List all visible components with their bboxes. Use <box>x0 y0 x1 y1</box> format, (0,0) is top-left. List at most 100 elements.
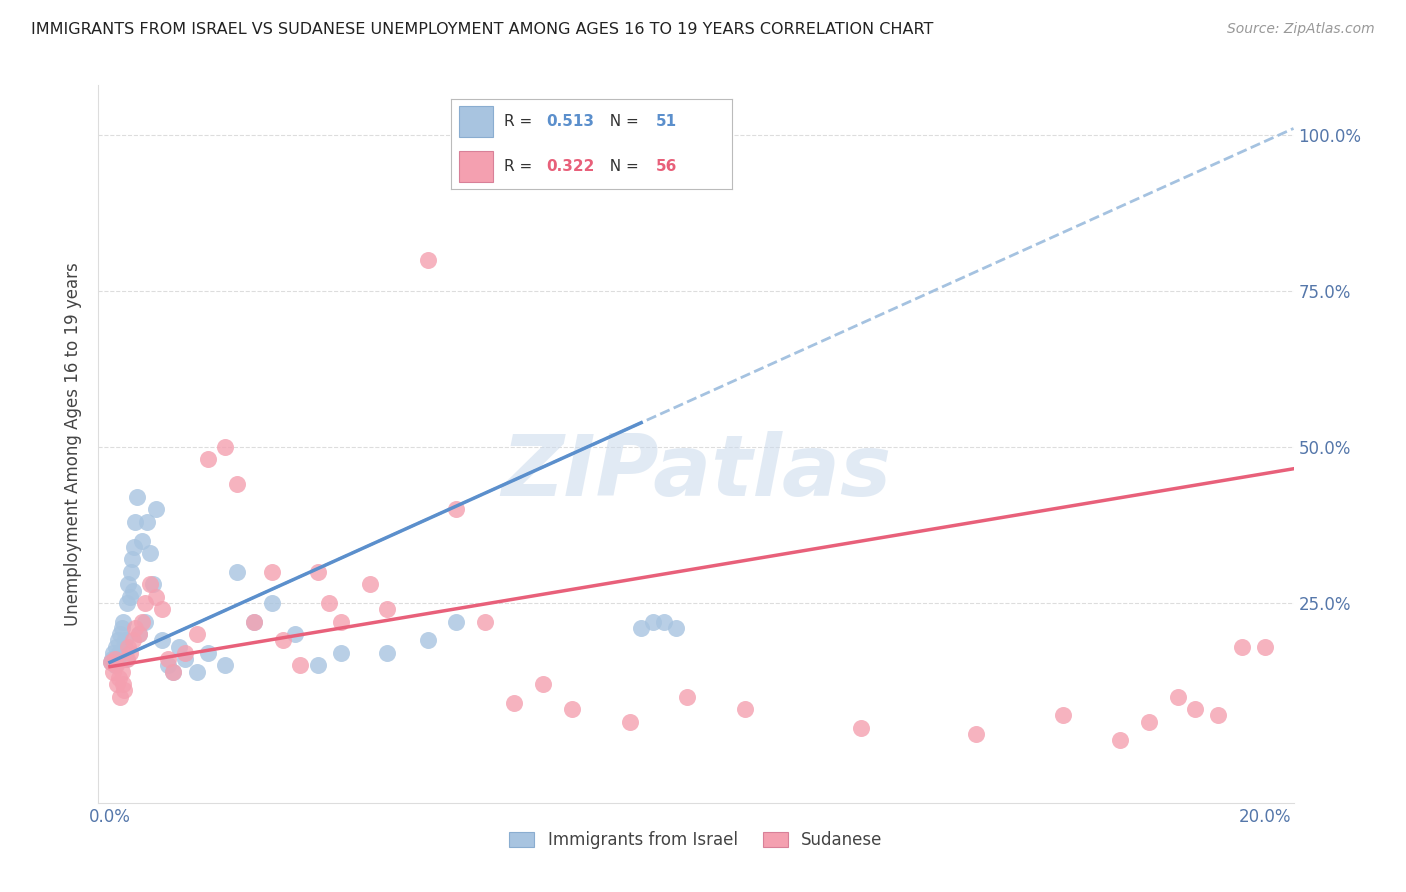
Point <box>122 540 145 554</box>
Point <box>1137 714 1160 729</box>
Point <box>105 677 128 691</box>
Point <box>561 702 583 716</box>
Point <box>100 655 122 669</box>
Point <box>111 677 134 691</box>
Point <box>103 658 125 673</box>
Point <box>734 702 756 716</box>
Point <box>167 640 190 654</box>
Point <box>117 596 139 610</box>
Point <box>128 627 150 641</box>
Point <box>117 577 139 591</box>
Point <box>271 633 294 648</box>
Point <box>136 515 159 529</box>
Point <box>104 658 127 673</box>
Point <box>105 652 128 666</box>
Text: ZIPatlas: ZIPatlas <box>501 431 891 514</box>
Point <box>150 633 173 648</box>
Point <box>630 621 652 635</box>
Point <box>1167 690 1189 704</box>
Point <box>162 665 184 679</box>
Point <box>118 590 141 604</box>
Point <box>1208 708 1230 723</box>
Point <box>284 627 307 641</box>
Point <box>186 627 208 641</box>
Point <box>134 615 156 629</box>
Point <box>446 502 468 516</box>
Point <box>122 633 145 648</box>
Point <box>197 452 219 467</box>
Point <box>174 652 197 666</box>
Point <box>120 646 142 660</box>
Point <box>243 615 266 629</box>
Point <box>375 602 398 616</box>
Point <box>329 615 352 629</box>
Text: Source: ZipAtlas.com: Source: ZipAtlas.com <box>1227 22 1375 37</box>
Point <box>1253 640 1275 654</box>
Point <box>134 596 156 610</box>
Point <box>110 627 132 641</box>
Point <box>619 714 641 729</box>
Point <box>531 677 554 691</box>
Point <box>1052 708 1074 723</box>
Point <box>101 652 124 666</box>
Point <box>329 646 352 660</box>
Point <box>114 633 136 648</box>
Point <box>111 615 134 629</box>
Point <box>139 546 162 560</box>
Point <box>108 646 131 660</box>
Point <box>214 658 236 673</box>
Point <box>503 696 526 710</box>
Point <box>122 583 145 598</box>
Point <box>260 596 283 610</box>
Point <box>131 533 153 548</box>
Point <box>965 727 987 741</box>
Point <box>112 640 135 654</box>
Point <box>124 515 146 529</box>
Point <box>174 646 197 660</box>
Point <box>107 671 129 685</box>
Point <box>131 615 153 629</box>
Point <box>150 602 173 616</box>
Point <box>117 640 139 654</box>
Point <box>120 565 142 579</box>
Point <box>260 565 283 579</box>
Point <box>156 652 179 666</box>
Point <box>145 590 167 604</box>
Point <box>375 646 398 660</box>
Y-axis label: Unemployment Among Ages 16 to 19 years: Unemployment Among Ages 16 to 19 years <box>63 262 82 625</box>
Point <box>145 502 167 516</box>
Point <box>110 665 132 679</box>
Point <box>117 652 139 666</box>
Point <box>110 690 132 704</box>
Point <box>446 615 468 629</box>
Point <box>226 565 249 579</box>
Point <box>1184 702 1206 716</box>
Point <box>641 615 664 629</box>
Point <box>156 658 179 673</box>
Point <box>290 658 312 673</box>
Point <box>103 646 125 660</box>
Point <box>359 577 381 591</box>
Point <box>474 615 496 629</box>
Point <box>103 652 125 666</box>
Point <box>107 633 129 648</box>
Point <box>124 621 146 635</box>
Point <box>142 577 165 591</box>
Point <box>162 665 184 679</box>
Point <box>416 252 439 267</box>
Point <box>186 665 208 679</box>
Point <box>214 440 236 454</box>
Point <box>125 490 148 504</box>
Point <box>104 640 127 654</box>
Point <box>849 721 872 735</box>
Point <box>307 565 329 579</box>
Point <box>110 621 132 635</box>
Point <box>652 615 675 629</box>
Point <box>112 683 135 698</box>
Point <box>197 646 219 660</box>
Point <box>128 627 150 641</box>
Point <box>676 690 699 704</box>
Point <box>139 577 162 591</box>
Point <box>307 658 329 673</box>
Point <box>1109 733 1132 747</box>
